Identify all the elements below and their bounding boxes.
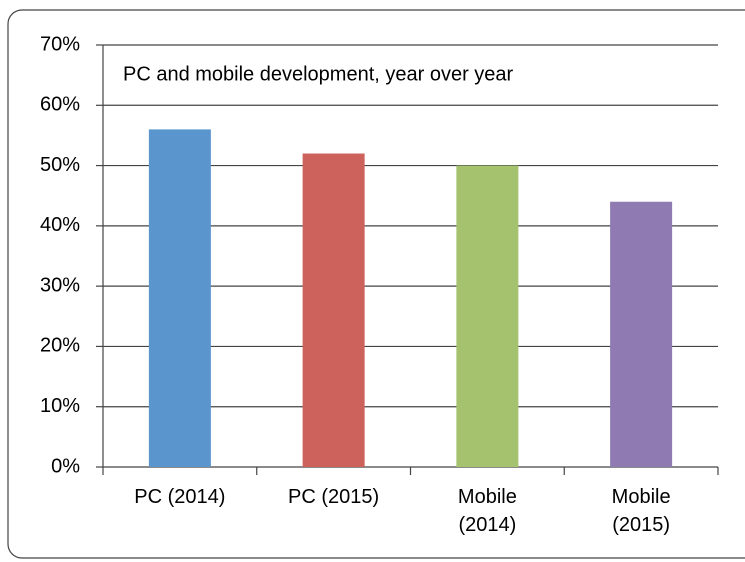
y-tick-label: 50% xyxy=(40,154,80,176)
x-tick-label: Mobile (2014) xyxy=(457,486,517,536)
bar xyxy=(610,201,673,467)
chart-title: PC and mobile development, year over yea… xyxy=(123,63,514,85)
y-tick-label: 30% xyxy=(40,274,80,296)
y-tick-label: 20% xyxy=(40,335,80,357)
y-tick-label: 70% xyxy=(40,33,80,55)
y-tick-label: 40% xyxy=(40,214,80,236)
x-tick-label: PC (2014) xyxy=(134,486,226,508)
y-tick-label: 10% xyxy=(40,395,80,417)
bar xyxy=(302,153,365,467)
bar xyxy=(456,165,519,468)
x-tick-label: Mobile (2015) xyxy=(611,486,671,536)
y-tick-label: 0% xyxy=(51,455,80,477)
y-tick-label: 60% xyxy=(40,94,80,116)
x-tick-label: PC (2015) xyxy=(288,486,380,508)
bar xyxy=(148,129,211,467)
